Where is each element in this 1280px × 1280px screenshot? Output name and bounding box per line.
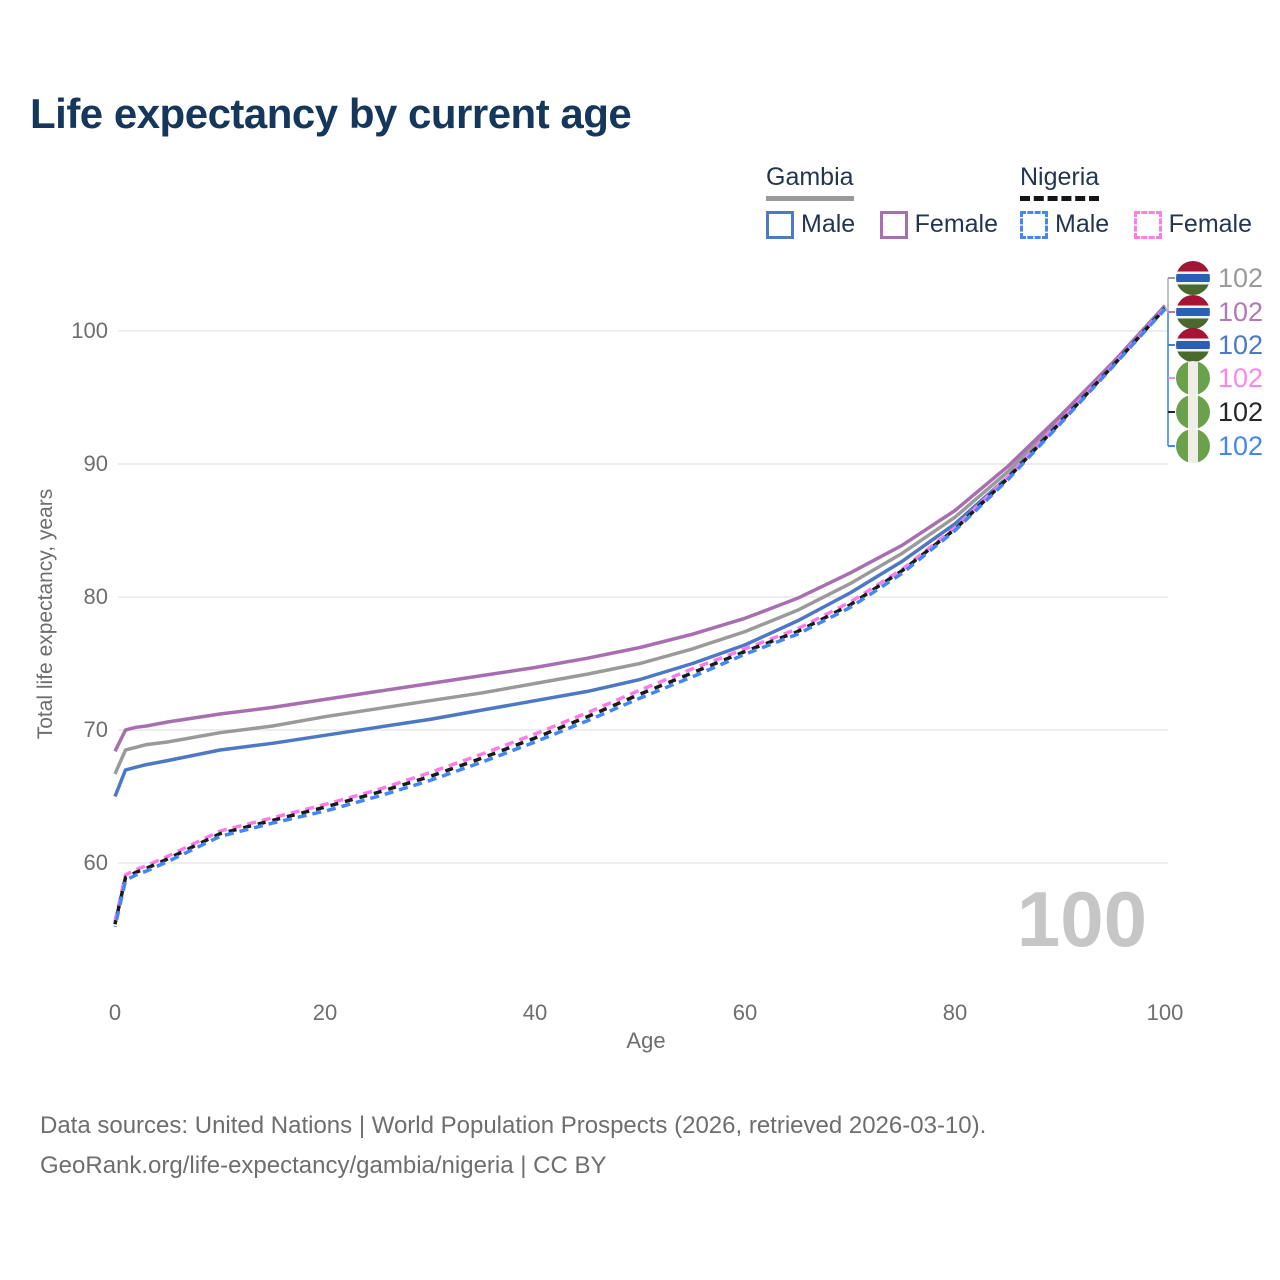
legend-item-label: Female [1168,210,1253,238]
end-value-label: 102 [1218,296,1264,327]
series-line-gambia-female[interactable] [113,304,1167,753]
series-line-gambia-all[interactable] [113,305,1167,775]
nigeria-flag-icon [1176,395,1210,429]
x-tick-label: 80 [942,1000,968,1025]
nigeria-flag-icon [1176,361,1210,395]
end-value-label: 102 [1218,362,1264,393]
legend-swatch [879,210,908,239]
gambia-flag-icon [1176,295,1210,329]
end-connector-join [1164,306,1169,314]
series-line-nigeria-male[interactable] [113,307,1167,928]
legend-group-nigeria: Nigeria Male Female [1020,163,1272,244]
end-value-label: 102 [1218,396,1264,427]
series-line-nigeria-female[interactable] [113,306,1167,922]
x-tick-label: 40 [522,1000,548,1025]
legend-item-nigeria-female[interactable]: Female [1133,210,1253,239]
legend-group-gambia: Gambia Male Female [766,163,1018,244]
end-value-label: 102 [1218,262,1264,293]
x-tick-label: 100 [1146,1000,1184,1025]
legend-item-label: Male [801,210,856,238]
y-tick-label: 80 [83,584,108,609]
x-tick-label: 20 [312,1000,338,1025]
legend-swatch [1020,210,1048,239]
attribution-line: GeoRank.org/life-expectancy/gambia/niger… [40,1152,607,1179]
legend-items: Male Female [766,210,1018,244]
age-counter-watermark: 100 [1016,875,1148,963]
y-tick-label: 60 [83,850,108,875]
data-source-line: Data sources: United Nations | World Pop… [40,1112,987,1139]
end-label-row: 102 [1176,360,1263,396]
series-line-gambia-male[interactable] [113,305,1167,798]
gambia-flag-icon [1176,261,1210,295]
y-tick-label: 90 [83,451,108,476]
x-tick-label: 0 [108,1000,122,1025]
end-label-row: 102 [1176,294,1263,330]
y-tick-label: 70 [83,717,108,742]
end-label-row: 102 [1176,327,1263,363]
legend-item-gambia-female[interactable]: Female [879,210,999,239]
legend-country[interactable]: Gambia [766,163,854,201]
legend-items: Male Female [1020,210,1272,244]
legend-item-label: Female [914,210,999,238]
legend-swatch [766,210,794,239]
footer: Data sources: United Nations | World Pop… [40,1106,986,1186]
end-value-label: 102 [1218,430,1264,461]
x-tick-label: 60 [732,1000,758,1025]
legend-swatch [1133,210,1162,239]
end-label-row: 102 [1176,394,1263,430]
end-label-row: 102 [1176,260,1263,296]
end-label-row: 102 [1176,428,1263,464]
legend-country-line-sample [1020,196,1100,201]
legend-country-label: Gambia [766,163,854,191]
legend-country-label: Nigeria [1020,163,1100,191]
y-tick-label: 100 [71,318,108,343]
legend-country-line-sample [766,196,854,201]
legend-item-label: Male [1055,210,1110,238]
gambia-flag-icon [1176,328,1210,362]
legend: Gambia Male Female Nigeria Male Female [0,163,1280,243]
page-title: Life expectancy by current age [30,90,632,137]
legend-item-gambia-male[interactable]: Male [766,210,855,239]
end-value-label: 102 [1218,329,1264,360]
nigeria-flag-icon [1176,429,1210,463]
series-line-nigeria-all[interactable] [113,307,1167,925]
legend-country[interactable]: Nigeria [1020,163,1100,201]
x-axis-title: Age [626,1028,666,1053]
legend-item-nigeria-male[interactable]: Male [1020,210,1109,239]
